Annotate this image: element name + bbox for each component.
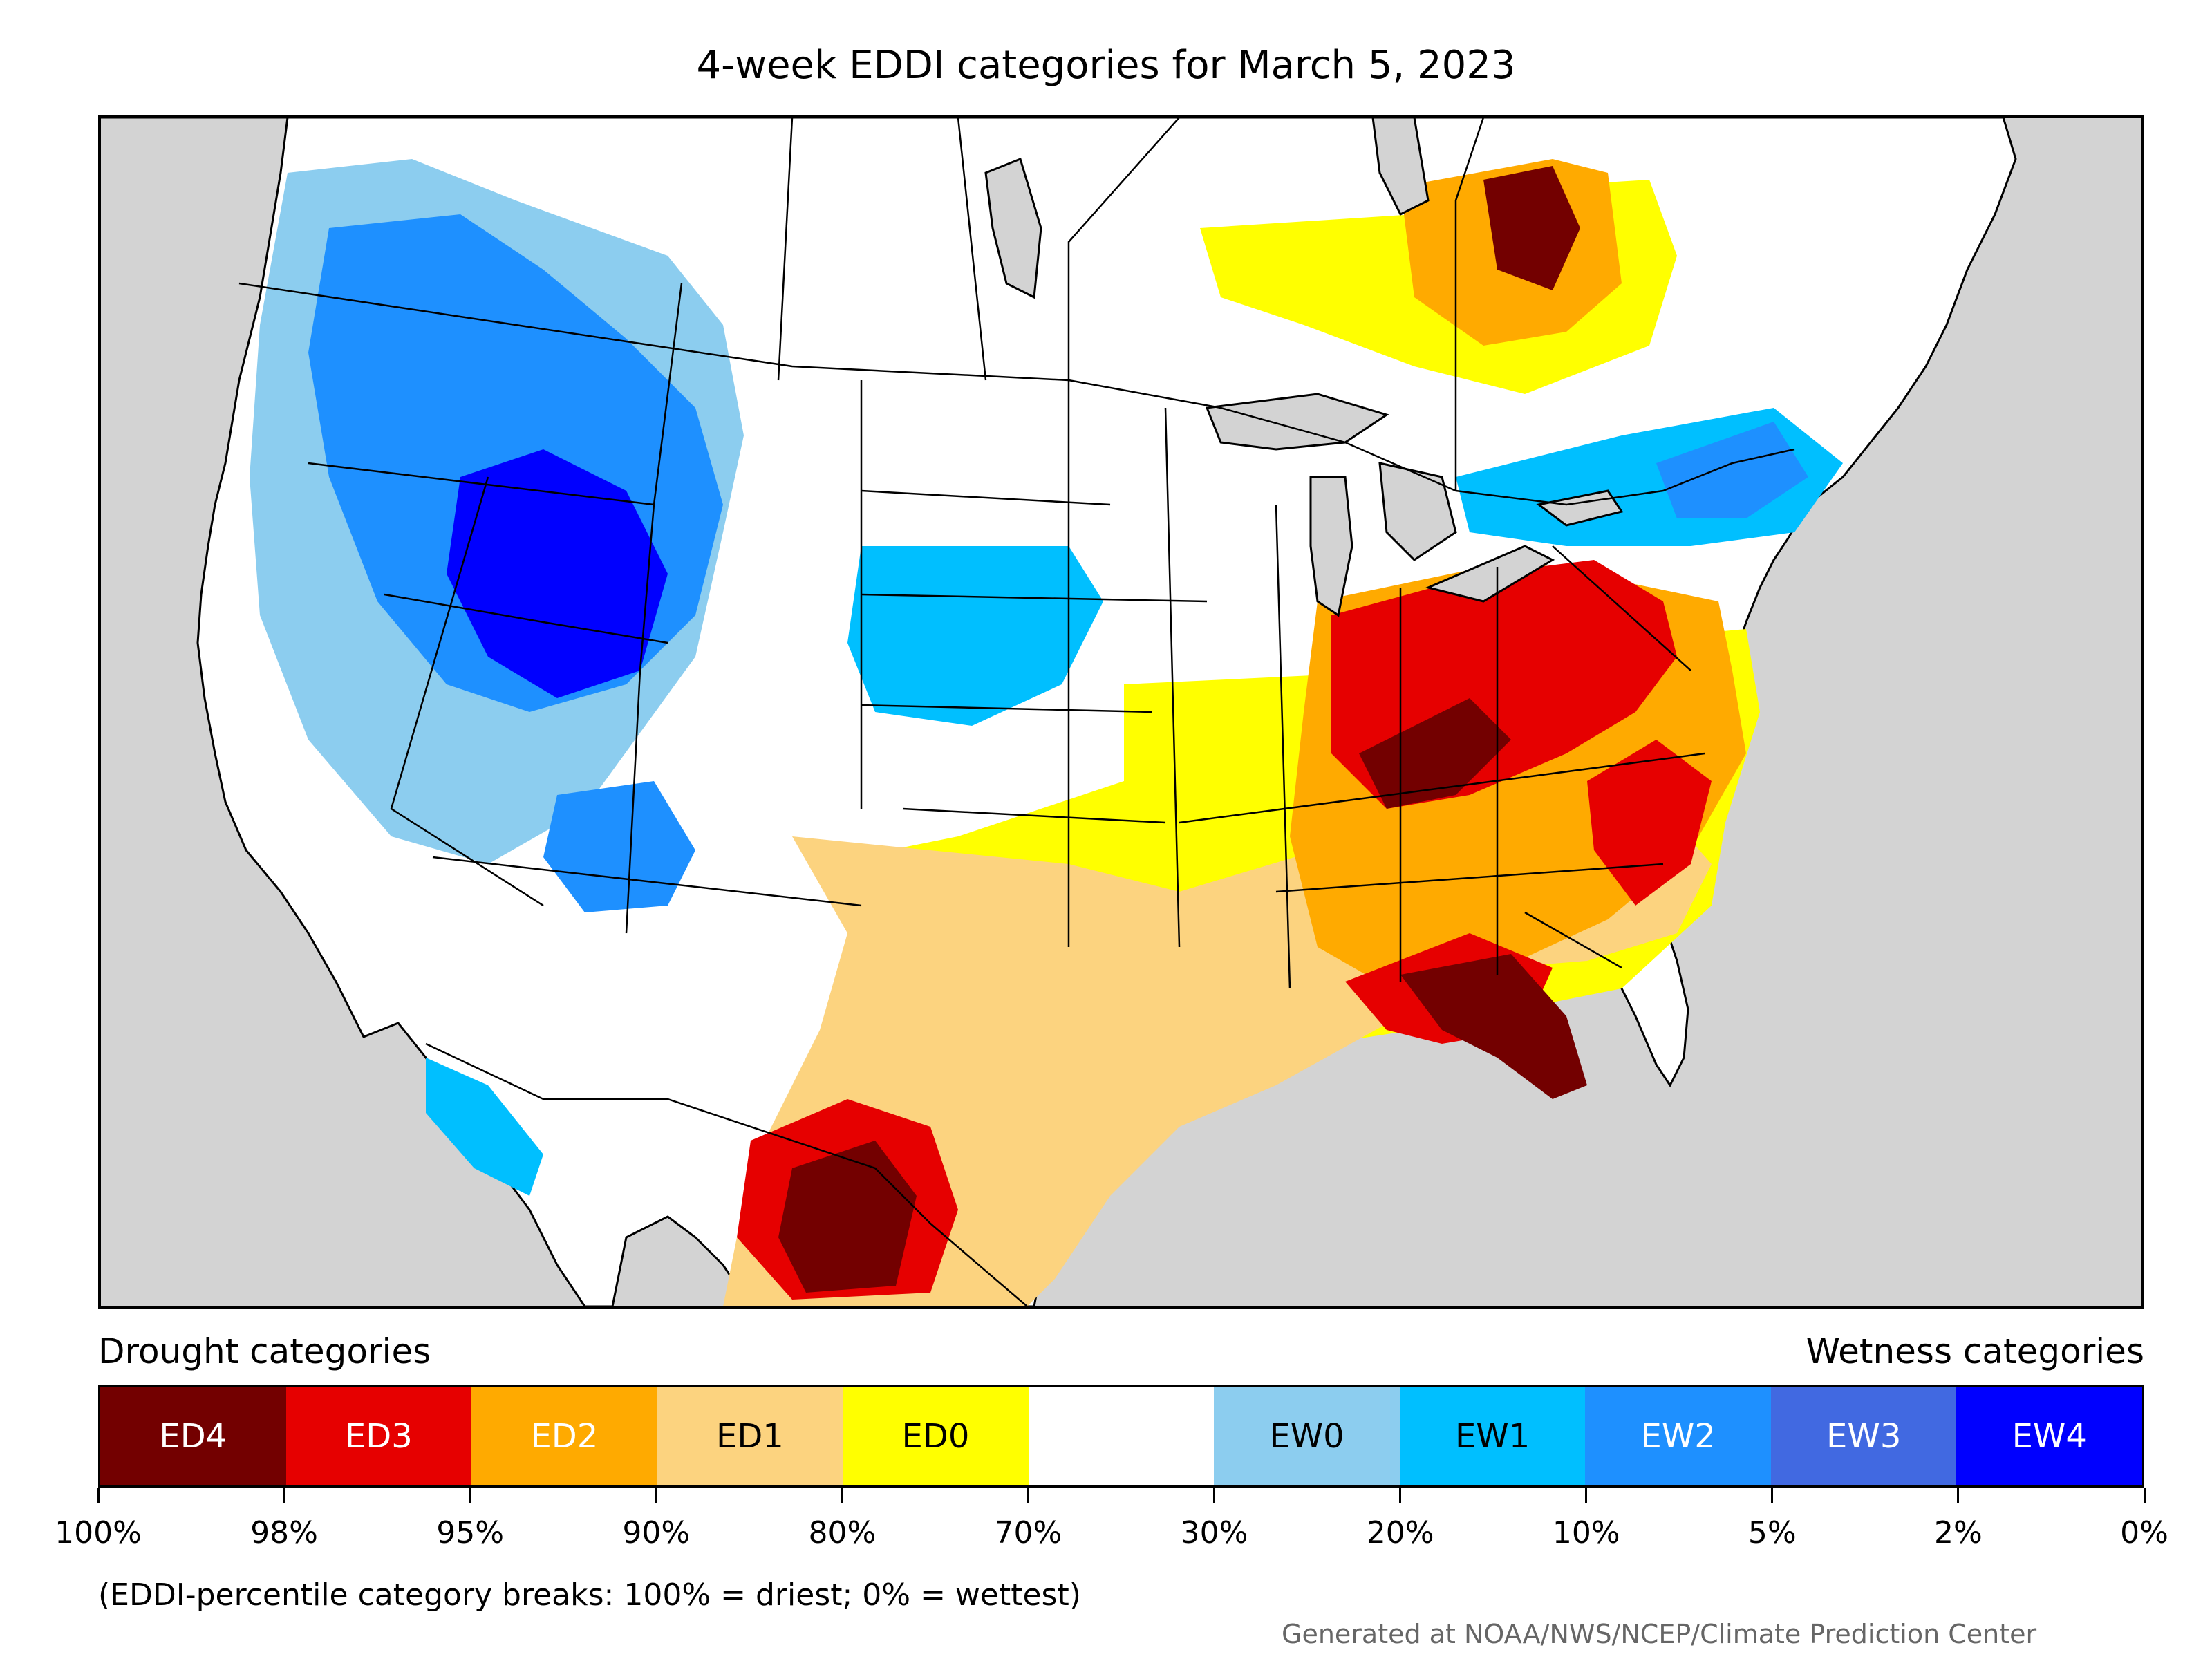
map-title: 4-week EDDI categories for March 5, 2023 (696, 43, 1516, 88)
border-east-3 (1524, 911, 1622, 969)
eddi-map (98, 115, 2144, 1309)
border-canada-3 (1067, 118, 1180, 380)
legend-segment-ew3: EW3 (1770, 1387, 1957, 1485)
legend-tick-label: 80% (808, 1515, 877, 1550)
border-central-3 (1179, 752, 1705, 824)
region-ed4-florida (1400, 954, 1587, 1099)
drought-categories-label: Drought categories (98, 1331, 431, 1371)
legend-colorbar: ED4 ED3 ED2 ED1 ED0 EW0 EW1 EW2 EW3 EW4 (98, 1385, 2144, 1488)
region-ed3-carolinas (1587, 740, 1712, 906)
border-west-4 (390, 476, 544, 907)
region-ed4-texas (778, 1141, 917, 1293)
legend-tick (1771, 1488, 1774, 1503)
eddi-regions (250, 159, 1843, 1306)
legend-tick (469, 1488, 471, 1503)
legend-tick (283, 1488, 285, 1503)
legend-segment-ew0: EW0 (1214, 1387, 1400, 1485)
border-canada-1 (777, 118, 794, 381)
border-mountain-2 (432, 856, 862, 907)
legend-tick-label: 30% (1180, 1515, 1248, 1550)
region-ew2-arizona (543, 781, 695, 912)
legend-tick (97, 1488, 100, 1503)
border-central-1 (1275, 504, 1291, 989)
legend-segment-ew4: EW4 (1956, 1387, 2143, 1485)
category-breaks-note: (EDDI-percentile category breaks: 100% =… (98, 1577, 1081, 1613)
legend-tick (2143, 1488, 2146, 1503)
wetness-categories-label: Wetness categories (1806, 1331, 2144, 1371)
legend-tick (1585, 1488, 1588, 1503)
us-canada-border (238, 282, 1795, 506)
legend-tick (1957, 1488, 1960, 1503)
legend-tick-label: 5% (1747, 1515, 1797, 1550)
region-ed4-kentucky (1359, 698, 1511, 809)
border-west-3 (625, 283, 683, 934)
hudson-bay-inlet (1371, 118, 1430, 216)
legend-segment-ed2: ED2 (471, 1387, 657, 1485)
legend-tick-label: 20% (1366, 1515, 1434, 1550)
legend-tick (1213, 1488, 1216, 1503)
lake-huron (1378, 462, 1457, 561)
legend-tick (1027, 1488, 1029, 1503)
border-east-2 (1552, 545, 1691, 671)
border-west-1 (308, 462, 655, 506)
legend-segment-ew1: EW1 (1399, 1387, 1586, 1485)
lake-winnipeg (984, 157, 1042, 299)
border-west-2 (384, 593, 668, 644)
state-boundaries (238, 118, 1795, 1306)
legend-segment-ew2: EW2 (1585, 1387, 1771, 1485)
legend-segment-ed4: ED4 (100, 1387, 286, 1485)
border-plains-2 (861, 593, 1208, 603)
legend-tick-label: 10% (1552, 1515, 1620, 1550)
legend-segment-ed3: ED3 (285, 1387, 472, 1485)
legend-tick-label: 100% (55, 1515, 142, 1550)
lake-michigan (1309, 476, 1353, 617)
region-ew1-plains (847, 546, 1103, 726)
region-ew4-great-basin (447, 449, 668, 698)
legend-tick-label: 98% (250, 1515, 318, 1550)
legend-tick-label: 2% (1934, 1515, 1983, 1550)
legend-tick (1399, 1488, 1402, 1503)
map-svg (101, 118, 2141, 1306)
us-mexico-border (425, 1042, 1028, 1306)
border-plains-4 (902, 807, 1166, 824)
region-ed4-ontario (1483, 166, 1580, 290)
border-canada-4 (1454, 118, 1485, 491)
legend-tick-label: 70% (994, 1515, 1062, 1550)
legend-tick (655, 1488, 657, 1503)
legend-tick-label: 0% (2120, 1515, 2168, 1550)
border-canada-2 (957, 118, 987, 381)
legend-tick-label: 95% (436, 1515, 505, 1550)
legend-segment-ed1: ED1 (657, 1387, 843, 1485)
border-central-4 (1275, 863, 1664, 893)
border-plains-3 (861, 704, 1152, 713)
legend-tick (841, 1488, 843, 1503)
region-ew1-baja (426, 1058, 543, 1196)
credit-line: Generated at NOAA/NWS/NCEP/Climate Predi… (1282, 1619, 2037, 1649)
legend-segment-neutral (1028, 1387, 1215, 1485)
lake-erie (1425, 545, 1555, 603)
water-bodies (984, 118, 1624, 617)
legend-segment-ed0: ED0 (843, 1387, 1029, 1485)
border-plains-6 (1164, 407, 1181, 948)
legend-tick-label: 90% (622, 1515, 691, 1550)
region-ew2-quebec (1656, 422, 1808, 518)
